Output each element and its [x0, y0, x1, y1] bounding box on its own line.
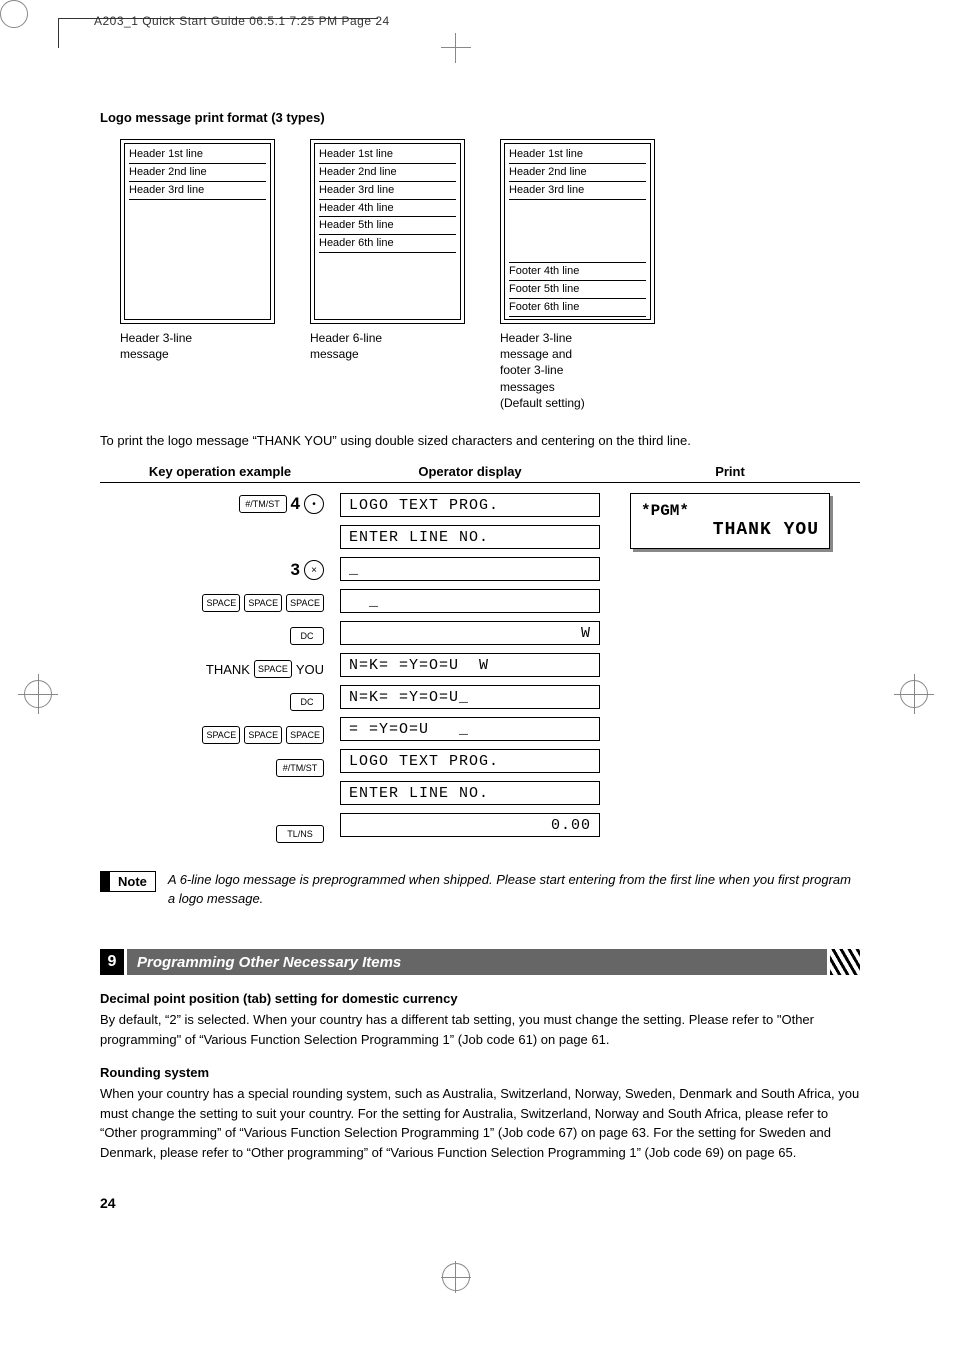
- logo-format-title: Logo message print format (3 types): [100, 110, 860, 125]
- key-button: SPACE: [244, 726, 282, 744]
- receipt-line-1: *PGM*: [641, 502, 819, 520]
- document-meta: A203_1 Quick Start Guide 06.5.1 7:25 PM …: [94, 14, 390, 28]
- display-line: 0.00: [340, 813, 600, 837]
- display-line: = =Y=O=U _: [340, 717, 600, 741]
- key-button: #/TM/ST: [276, 759, 324, 777]
- format-line: Header 3rd line: [129, 182, 266, 200]
- registration-left: [24, 680, 54, 710]
- format-line: Header 2nd line: [509, 164, 646, 182]
- key-row: SPACESPACESPACE: [202, 592, 324, 614]
- format-line: Header 2nd line: [319, 164, 456, 182]
- format-line: Header 2nd line: [129, 164, 266, 182]
- key-button: SPACE: [244, 594, 282, 612]
- format-diagrams: Header 1st line Header 2nd line Header 3…: [120, 139, 860, 411]
- key-text: YOU: [296, 662, 324, 677]
- key-button: SPACE: [286, 594, 324, 612]
- registration-cross-bottom-h: [441, 1277, 471, 1278]
- display-line: N=K= =Y=O=U W: [340, 653, 600, 677]
- sub1-title: Decimal point position (tab) setting for…: [100, 991, 860, 1006]
- section-number: 9: [100, 949, 124, 975]
- note-badge: Note: [100, 871, 156, 892]
- displays-column: LOGO TEXT PROG. ENTER LINE NO. _ _ W N=K= =…: [340, 493, 600, 845]
- format-a-caption: Header 3-linemessage: [120, 330, 280, 362]
- format-line: Header 4th line: [319, 200, 456, 218]
- page-number: 24: [100, 1195, 116, 1211]
- format-line: Footer 5th line: [509, 281, 646, 299]
- display-line: ENTER LINE NO.: [340, 525, 600, 549]
- format-line: Header 5th line: [319, 217, 456, 235]
- display-line: LOGO TEXT PROG.: [340, 749, 600, 773]
- display-line: _: [340, 557, 600, 581]
- display-line: N=K= =Y=O=U_: [340, 685, 600, 709]
- key-button: TL/NS: [276, 825, 324, 843]
- format-c-caption: Header 3-linemessage andfooter 3-linemes…: [500, 330, 660, 411]
- crop-mark-tl: [58, 18, 88, 48]
- format-c: Header 1st line Header 2nd line Header 3…: [500, 139, 660, 411]
- note-block: Note A 6-line logo message is preprogram…: [100, 871, 860, 909]
- receipt-preview: *PGM* THANK YOU: [630, 493, 830, 549]
- section-title: Programming Other Necessary Items: [127, 949, 827, 975]
- key-button: SPACE: [254, 660, 292, 678]
- key-circle-button: ×: [304, 560, 324, 580]
- key-row: 3×: [291, 559, 324, 581]
- section-9-bar: 9 Programming Other Necessary Items: [100, 949, 860, 975]
- format-line: Footer 4th line: [509, 262, 646, 281]
- key-row: #/TM/ST: [276, 757, 324, 779]
- key-button: SPACE: [202, 726, 240, 744]
- format-a: Header 1st line Header 2nd line Header 3…: [120, 139, 280, 411]
- format-line: Header 1st line: [129, 146, 266, 164]
- display-line: ENTER LINE NO.: [340, 781, 600, 805]
- key-operations-column: #/TM/ST4•3×SPACESPACESPACEDCTHANKSPACEYO…: [100, 493, 340, 845]
- key-number: 3: [291, 560, 300, 580]
- key-row: DC: [290, 691, 324, 713]
- format-line: Footer 6th line: [509, 299, 646, 317]
- sub2-title: Rounding system: [100, 1065, 860, 1080]
- col-header-key: Key operation example: [100, 464, 340, 479]
- section-hatch-icon: [830, 949, 860, 975]
- key-row: SPACESPACESPACE: [202, 724, 324, 746]
- key-row: DC: [290, 625, 324, 647]
- key-button: #/TM/ST: [239, 495, 287, 513]
- key-button: SPACE: [286, 726, 324, 744]
- key-row: THANK SPACE YOU: [206, 658, 324, 680]
- format-line: Header 1st line: [319, 146, 456, 164]
- format-line: Header 6th line: [319, 235, 456, 253]
- format-b-caption: Header 6-linemessage: [310, 330, 470, 362]
- example-table: Key operation example Operator display P…: [100, 464, 860, 845]
- key-number: 4: [291, 494, 300, 514]
- intro-text: To print the logo message “THANK YOU” us…: [100, 431, 860, 451]
- display-line: _: [340, 589, 600, 613]
- col-header-print: Print: [600, 464, 860, 479]
- receipt-line-2: THANK YOU: [641, 520, 819, 540]
- registration-circle-top: [0, 0, 28, 28]
- sub1-body: By default, “2” is selected. When your c…: [100, 1010, 860, 1049]
- page-content: Logo message print format (3 types) Head…: [100, 110, 860, 1162]
- print-column: *PGM* THANK YOU: [600, 493, 860, 845]
- sub2-body: When your country has a special rounding…: [100, 1084, 860, 1162]
- format-b: Header 1st line Header 2nd line Header 3…: [310, 139, 470, 411]
- key-circle-button: •: [304, 494, 324, 514]
- format-line: Header 3rd line: [319, 182, 456, 200]
- key-row: #/TM/ST4•: [239, 493, 324, 515]
- display-line: W: [340, 621, 600, 645]
- registration-right: [900, 680, 930, 710]
- format-line: Header 3rd line: [509, 182, 646, 200]
- key-button: DC: [290, 693, 324, 711]
- key-button: SPACE: [202, 594, 240, 612]
- key-row: TL/NS: [276, 823, 324, 845]
- display-line: LOGO TEXT PROG.: [340, 493, 600, 517]
- note-text: A 6-line logo message is preprogrammed w…: [168, 871, 860, 909]
- col-header-display: Operator display: [340, 464, 600, 479]
- key-text: THANK: [206, 662, 250, 677]
- key-button: DC: [290, 627, 324, 645]
- format-line: Header 1st line: [509, 146, 646, 164]
